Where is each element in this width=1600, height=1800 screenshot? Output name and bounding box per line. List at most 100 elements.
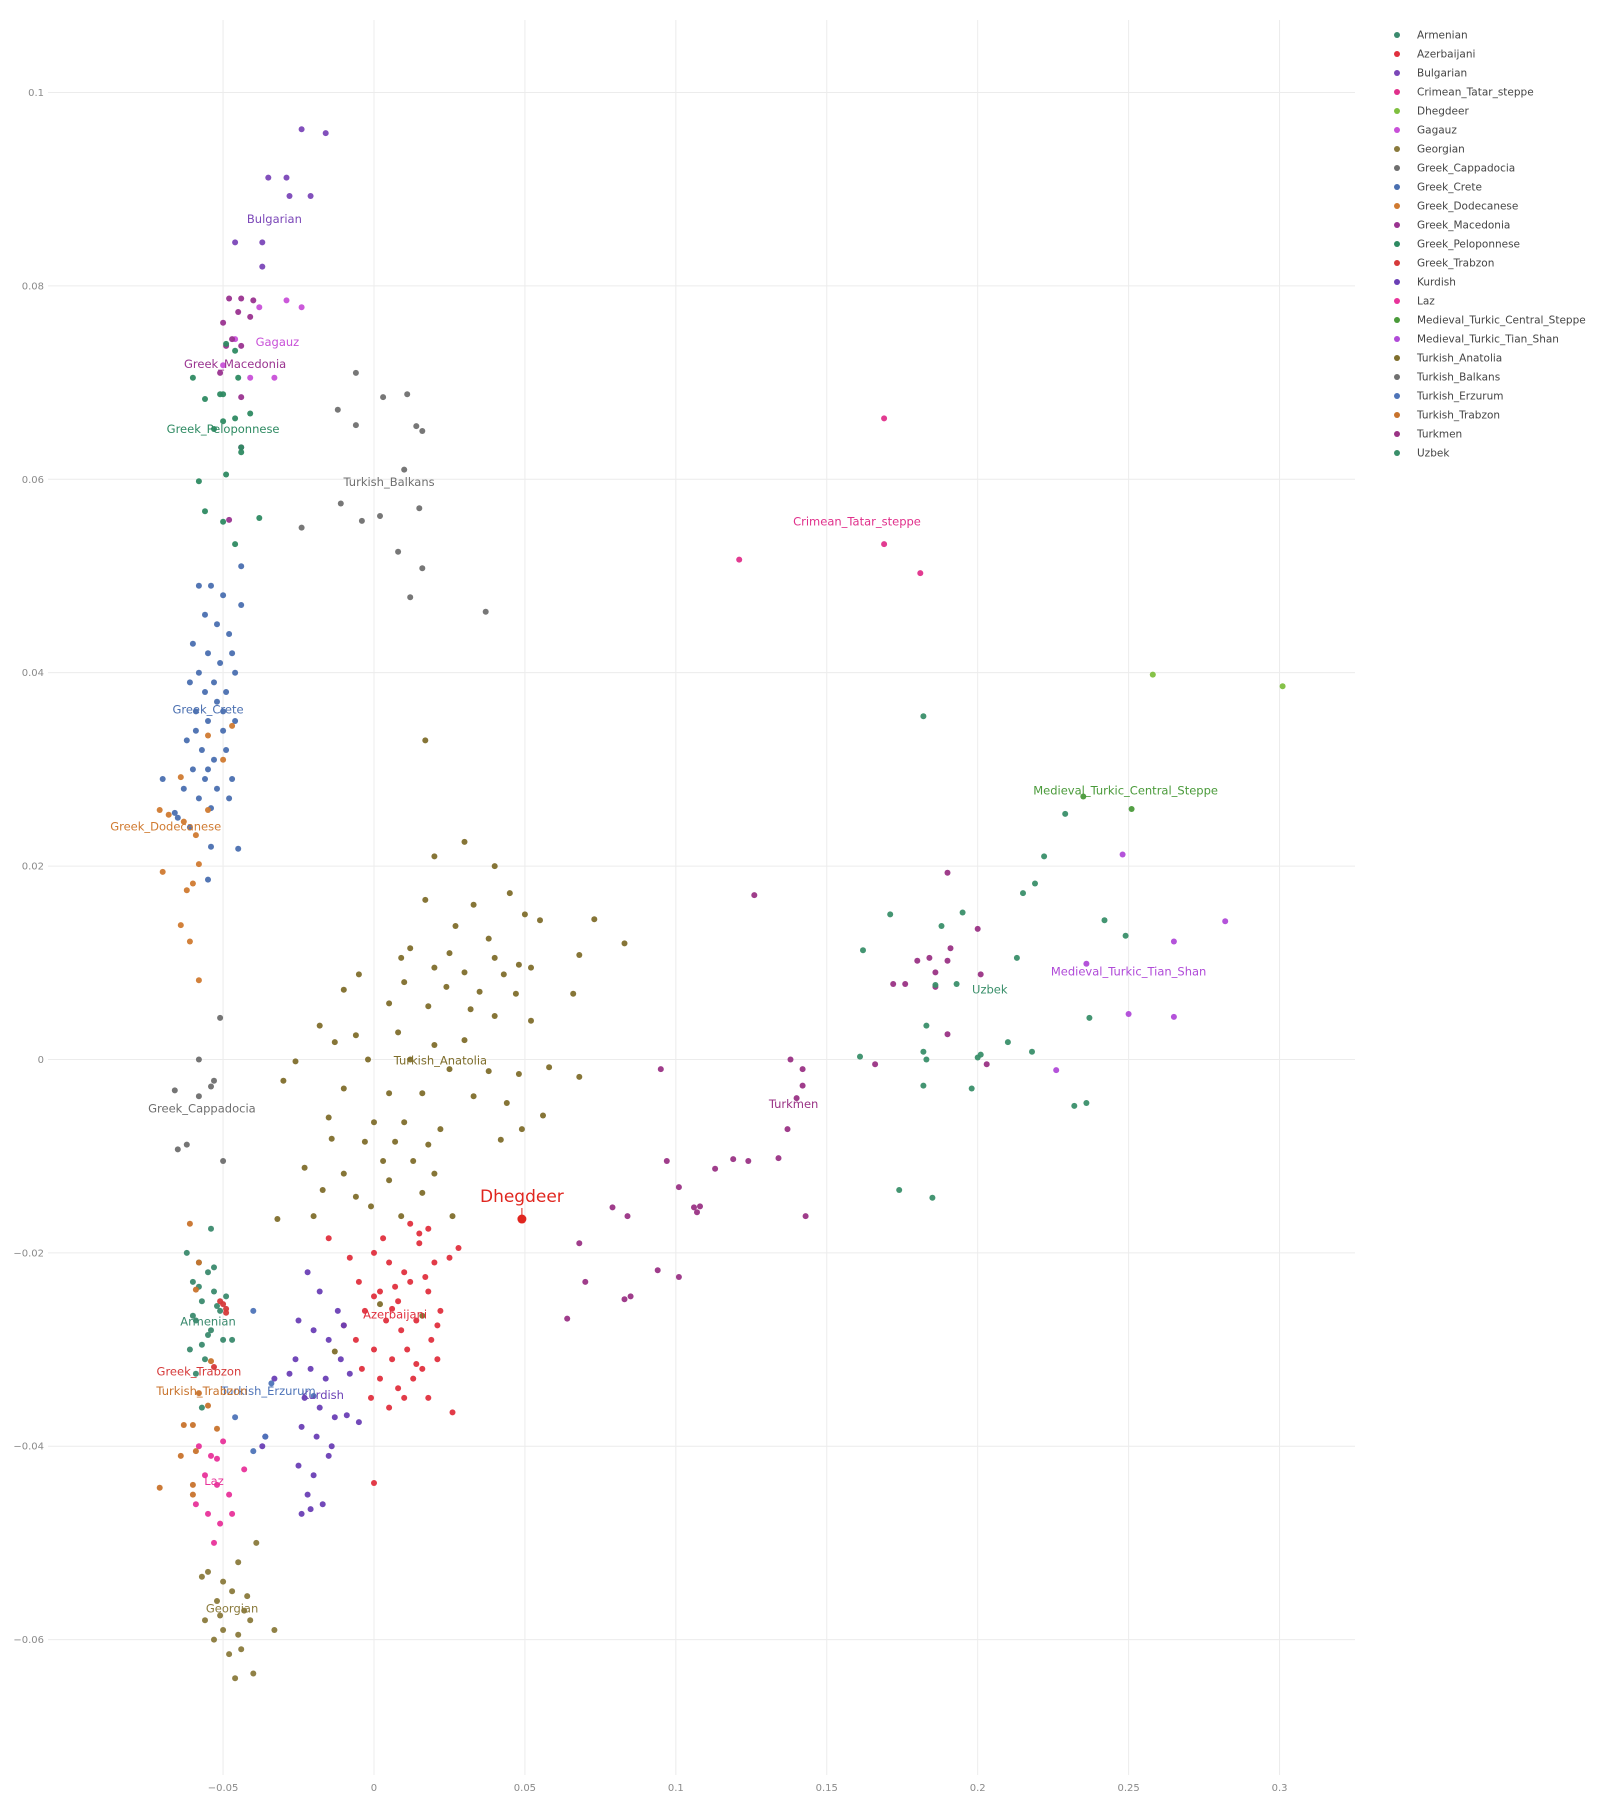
data-point[interactable] [380,1235,387,1242]
data-point[interactable] [591,916,598,923]
legend-item-armenian[interactable]: Armenian [1394,30,1468,42]
data-point[interactable] [208,1225,214,1232]
data-point[interactable] [395,1298,402,1305]
data-point[interactable] [395,1385,402,1392]
data-point[interactable] [226,795,233,802]
data-point[interactable] [485,935,492,942]
data-point[interactable] [271,1627,278,1633]
legend-item-bulgarian[interactable]: Bulgarian [1394,68,1467,80]
data-point[interactable] [1170,938,1177,945]
data-point[interactable] [1119,851,1126,858]
data-point[interactable] [214,1425,220,1432]
data-point[interactable] [443,983,450,990]
data-point[interactable] [1083,1100,1090,1106]
data-point[interactable] [220,418,227,425]
data-point[interactable] [334,1307,341,1314]
data-point[interactable] [920,713,927,720]
data-point[interactable] [307,1506,314,1513]
data-point[interactable] [301,1394,308,1401]
data-point[interactable] [295,1317,302,1324]
data-point[interactable] [192,1370,199,1377]
data-point[interactable] [180,1422,187,1428]
data-point[interactable] [223,340,230,347]
data-point[interactable] [238,563,245,570]
data-point[interactable] [334,406,341,413]
data-point[interactable] [887,911,894,918]
data-point[interactable] [1004,1039,1011,1046]
data-point[interactable] [437,1126,444,1133]
data-point[interactable] [361,1138,368,1145]
legend-item-turkish-anatolia[interactable]: Turkish_Anatolia [1394,353,1502,365]
data-point[interactable] [202,689,208,695]
data-point[interactable] [189,1278,196,1285]
data-point[interactable] [609,1204,616,1211]
data-point[interactable] [452,923,459,929]
data-point[interactable] [337,1356,344,1363]
data-point[interactable] [1080,793,1087,800]
data-point[interactable] [413,1361,420,1367]
data-point[interactable] [316,1288,323,1295]
data-point[interactable] [431,1170,438,1177]
data-point[interactable] [1170,1013,1177,1020]
data-point[interactable] [256,515,263,521]
data-point[interactable] [229,776,236,782]
data-point[interactable] [205,1332,211,1338]
data-point[interactable] [461,838,468,845]
data-point[interactable] [485,1068,492,1075]
data-point[interactable] [229,722,236,729]
data-point[interactable] [491,1013,498,1019]
data-point[interactable] [392,1138,399,1145]
data-point[interactable] [398,1327,405,1334]
data-point[interactable] [250,1670,257,1677]
data-point[interactable] [244,1593,251,1600]
data-point[interactable] [881,415,888,422]
data-point[interactable] [419,428,426,434]
data-point[interactable] [198,1573,205,1580]
data-point[interactable] [186,824,193,831]
data-point[interactable] [675,1184,682,1191]
data-point[interactable] [195,1443,202,1450]
data-point[interactable] [180,785,187,792]
data-point[interactable] [872,1061,879,1068]
data-point[interactable] [386,1090,393,1097]
data-point[interactable] [923,1022,930,1029]
data-point[interactable] [413,1317,420,1324]
data-point[interactable] [310,1213,317,1220]
data-point[interactable] [235,309,242,315]
data-point[interactable] [195,1093,202,1100]
data-point[interactable] [198,1341,205,1348]
data-point[interactable] [183,737,190,744]
data-point[interactable] [202,396,208,402]
data-point[interactable] [217,1520,224,1527]
legend-item-turkish-trabzon[interactable]: Turkish_Trabzon [1394,410,1500,422]
data-point[interactable] [226,1651,233,1658]
data-point[interactable] [416,1230,423,1237]
data-point[interactable] [1122,932,1129,939]
data-point[interactable] [211,1364,217,1370]
data-point[interactable] [419,1189,426,1196]
data-point[interactable] [431,964,438,971]
data-point[interactable] [352,369,359,376]
data-point[interactable] [917,570,924,577]
data-point[interactable] [675,1274,682,1280]
data-point[interactable] [401,1269,408,1276]
data-point[interactable] [189,880,196,887]
data-point[interactable] [205,718,211,724]
data-point[interactable] [202,1356,208,1363]
data-point[interactable] [192,727,199,734]
data-point[interactable] [401,1119,408,1126]
data-point[interactable] [214,1481,220,1488]
data-point[interactable] [319,1501,326,1508]
data-point[interactable] [292,1356,299,1363]
data-point[interactable] [223,747,230,753]
data-point[interactable] [413,423,420,430]
data-point[interactable] [352,422,359,429]
data-point[interactable] [576,1240,583,1247]
legend-item-turkish-erzurum[interactable]: Turkish_Erzurum [1394,391,1503,403]
data-point[interactable] [926,954,933,961]
data-point[interactable] [482,608,489,615]
data-point[interactable] [1086,1014,1093,1021]
data-point[interactable] [208,843,214,850]
data-point[interactable] [449,1213,456,1220]
data-point[interactable] [860,947,866,954]
